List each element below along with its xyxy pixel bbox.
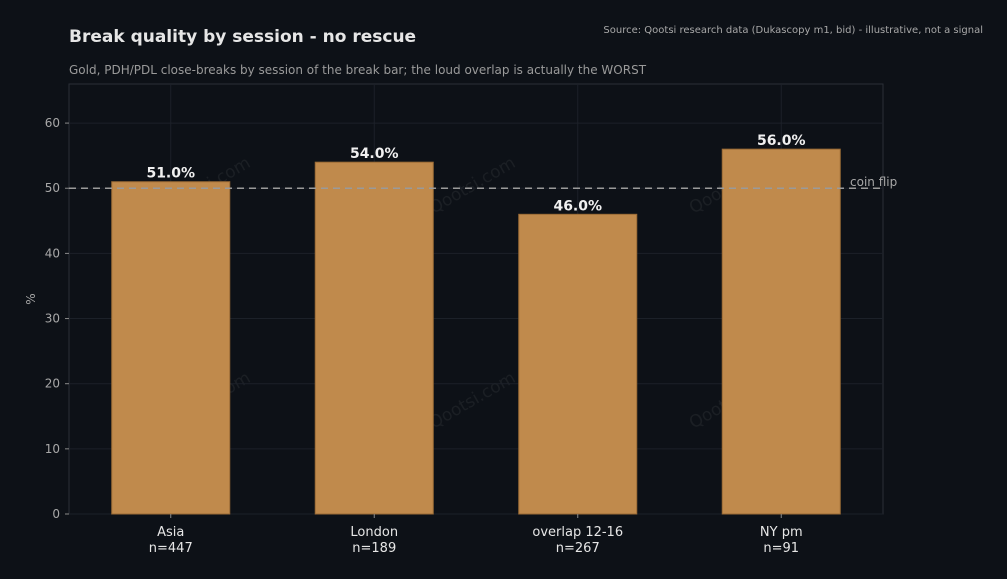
y-tick-label: 20 xyxy=(45,377,60,391)
bar-4 xyxy=(721,148,841,515)
chart-title: Break quality by session - no rescue xyxy=(69,27,416,47)
chart-source: Source: Qootsi research data (Dukascopy … xyxy=(603,25,983,36)
y-tick-label: 60 xyxy=(45,116,60,130)
bar-value-label: 54.0% xyxy=(350,146,399,162)
reference-line-label: coin flip xyxy=(850,175,897,189)
y-tick-label: 40 xyxy=(45,246,60,260)
x-category-label: overlap 12-16 xyxy=(532,525,623,540)
y-axis-label: % xyxy=(24,293,38,304)
x-category-label: London xyxy=(350,525,398,540)
x-category-count: n=267 xyxy=(556,541,600,556)
x-category-count: n=447 xyxy=(149,541,193,556)
x-category-label: Asia xyxy=(157,525,184,540)
bar-value-label: 51.0% xyxy=(146,166,195,182)
y-tick-label: 10 xyxy=(45,442,60,456)
bar-value-label: 56.0% xyxy=(757,133,806,149)
bar-1 xyxy=(111,181,231,515)
bar-2 xyxy=(314,161,434,515)
chart-subtitle: Gold, PDH/PDL close-breaks by session of… xyxy=(69,63,647,77)
x-category-count: n=91 xyxy=(763,541,799,556)
x-category-label: NY pm xyxy=(760,525,803,540)
y-tick-label: 50 xyxy=(45,181,60,195)
plot-area: 0 10 20 30 40 50 60 coin flip 51.0% 54.0% 46.0% 56.… xyxy=(24,83,897,556)
y-tick-label: 0 xyxy=(52,507,60,521)
bar-value-label: 46.0% xyxy=(553,198,602,214)
bar-3 xyxy=(518,213,638,515)
y-tick-label: 30 xyxy=(45,312,60,326)
x-category-count: n=189 xyxy=(352,541,396,556)
